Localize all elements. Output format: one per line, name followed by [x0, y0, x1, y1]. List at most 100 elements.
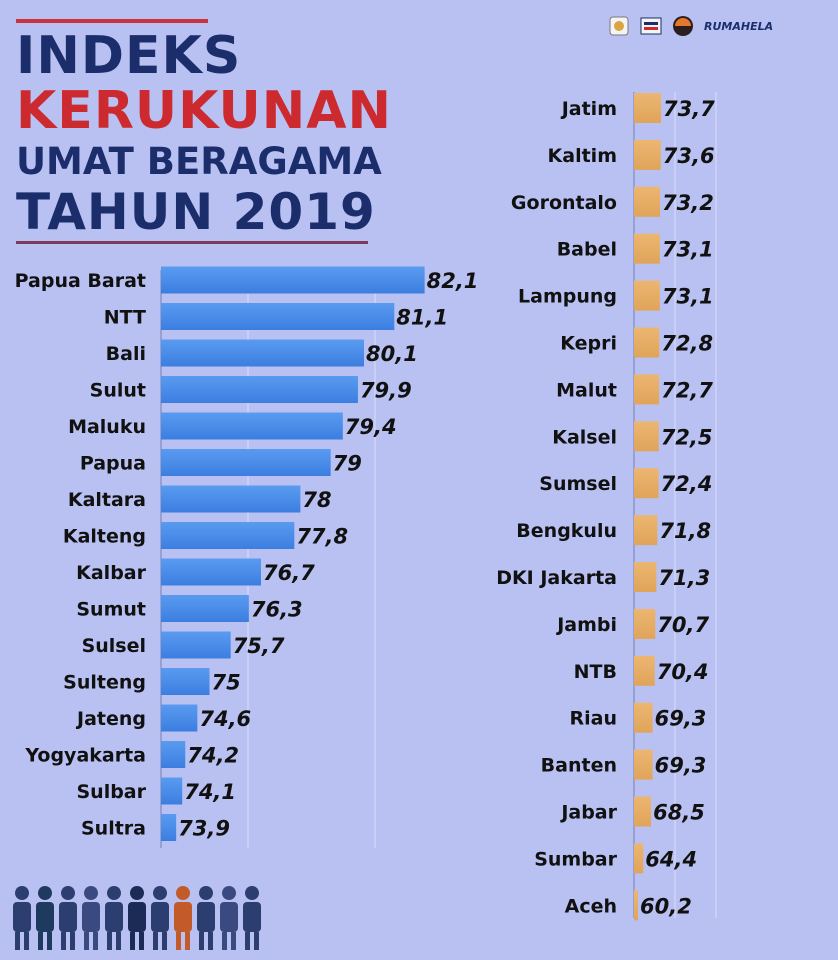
bar — [634, 327, 660, 358]
data-label: 74,6 — [199, 707, 251, 731]
category-label: Sulut — [90, 380, 146, 402]
data-label: 69,3 — [655, 707, 707, 731]
category-label: Jatim — [560, 98, 617, 120]
category-label: Jabar — [559, 802, 617, 824]
category-label: Sultra — [81, 818, 146, 840]
data-label: 73,6 — [663, 144, 715, 168]
bar — [634, 655, 655, 686]
category-label: Lampung — [518, 286, 617, 308]
data-label: 72,7 — [661, 378, 713, 402]
bar — [161, 303, 395, 330]
bar — [161, 412, 343, 440]
chart-right: Jatim 73,7 Kaltim 73,6 Gorontalo 73,2 Babel 73,… — [496, 92, 717, 921]
person-body-icon — [174, 902, 192, 932]
bar — [161, 595, 249, 622]
category-label: NTB — [574, 661, 617, 683]
bar — [161, 631, 231, 659]
category-label: Sulteng — [63, 672, 146, 694]
data-label: 79 — [333, 452, 362, 476]
person-body-icon — [36, 902, 54, 932]
chart-left: Papua Barat 82,1 NTT 81,1 Bali 80,1 Sulut 79,9 M… — [15, 266, 479, 848]
bar — [634, 421, 659, 452]
bar — [161, 668, 210, 695]
emblem-icon — [609, 16, 629, 36]
bar — [634, 139, 661, 170]
data-label: 82,1 — [427, 269, 479, 293]
bar — [161, 339, 365, 367]
bar — [161, 777, 183, 805]
title-line-4: TAHUN 2019 — [16, 183, 376, 241]
bar — [161, 449, 331, 476]
data-label: 74,1 — [184, 780, 236, 804]
person-head-icon — [176, 886, 190, 900]
data-label: 73,7 — [663, 97, 715, 121]
person-body-icon — [151, 902, 169, 932]
bar — [634, 280, 660, 311]
bar — [161, 376, 358, 403]
bar — [634, 186, 661, 217]
category-label: DKI Jakarta — [496, 567, 617, 589]
bar — [161, 741, 186, 768]
data-label: 73,1 — [662, 238, 714, 262]
person-head-icon — [199, 886, 213, 900]
person-head-icon — [84, 886, 98, 900]
person-body-icon — [128, 902, 146, 932]
category-label: Sumbar — [534, 848, 617, 870]
round-logo-icon — [673, 16, 693, 36]
title-line-2: KERUKUNAN — [16, 81, 392, 141]
people-illustration-icon — [13, 886, 261, 950]
category-label: Sulsel — [82, 635, 146, 657]
data-label: 72,5 — [661, 425, 713, 449]
data-label: 68,5 — [653, 801, 705, 825]
category-label: Riau — [570, 708, 618, 730]
bar — [634, 374, 660, 405]
person-body-icon — [105, 902, 123, 932]
person-head-icon — [61, 886, 75, 900]
ministry-logo-icon — [640, 17, 662, 35]
data-label: 79,4 — [345, 415, 397, 439]
data-label: 75,7 — [233, 634, 285, 658]
data-label: 79,9 — [360, 379, 412, 403]
data-label: 73,1 — [662, 285, 714, 309]
bar — [634, 468, 659, 499]
category-label: Bengkulu — [516, 520, 617, 542]
data-label: 71,3 — [658, 566, 710, 590]
person-head-icon — [107, 886, 121, 900]
bar — [634, 749, 653, 780]
data-label: 70,4 — [657, 660, 709, 684]
person-body-icon — [243, 902, 261, 932]
person-head-icon — [130, 886, 144, 900]
category-label: Jambi — [555, 614, 617, 636]
data-label: 76,7 — [263, 561, 315, 585]
bar — [634, 890, 638, 921]
category-label: Maluku — [68, 416, 146, 438]
data-label: 73,9 — [178, 817, 230, 841]
category-label: Kepri — [560, 333, 617, 355]
category-label: Aceh — [565, 895, 617, 917]
category-label: Kalteng — [63, 526, 146, 548]
category-label: Kaltim — [548, 145, 617, 167]
bar — [634, 608, 656, 639]
category-label: Kalsel — [552, 426, 617, 448]
bar — [161, 522, 295, 549]
category-label: Sulbar — [76, 781, 146, 803]
person-head-icon — [153, 886, 167, 900]
data-label: 77,8 — [296, 525, 348, 549]
category-label: Papua — [80, 453, 146, 475]
category-label: Babel — [557, 239, 617, 261]
bar — [634, 233, 660, 264]
category-label: Malut — [556, 379, 617, 401]
data-label: 78 — [302, 488, 331, 512]
data-label: 71,8 — [659, 519, 711, 543]
bar — [634, 93, 661, 123]
data-label: 70,7 — [657, 613, 709, 637]
data-label: 69,3 — [655, 754, 707, 778]
bar — [161, 558, 261, 586]
data-label: 74,2 — [187, 744, 239, 768]
data-label: 80,1 — [366, 342, 418, 366]
bar — [634, 796, 652, 827]
data-label: 81,1 — [396, 306, 448, 330]
data-label: 60,2 — [640, 894, 692, 918]
category-label: Kalbar — [76, 562, 146, 584]
brand-logo-text: RUMAHELA — [704, 19, 774, 33]
